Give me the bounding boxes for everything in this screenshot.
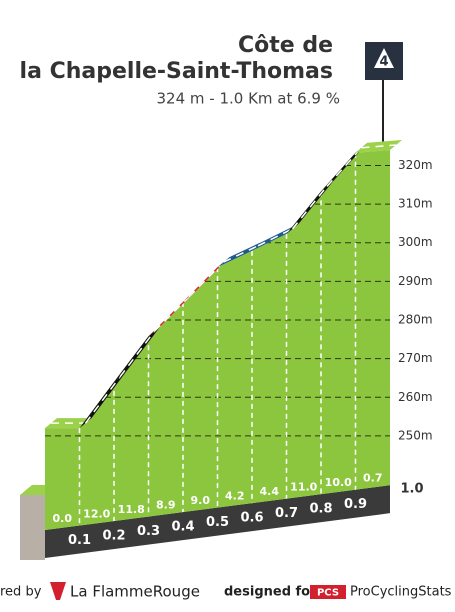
x-tick-label: 0.9 [344, 497, 367, 512]
x-tick-label: 0.7 [275, 506, 298, 521]
title-line: Côte de [238, 33, 333, 58]
x-tick-label: 0.4 [171, 520, 194, 535]
segment [183, 257, 230, 302]
center-dash [361, 144, 397, 149]
gradient-label: 9.0 [191, 494, 211, 507]
x-tick-label: 0.3 [137, 524, 160, 539]
x-tick-label: 0.2 [102, 529, 125, 544]
gradient-label: 11.0 [290, 480, 317, 493]
y-tick-label: 250m [398, 428, 433, 442]
gradient-label: 12.0 [83, 507, 110, 520]
badge-triangle [374, 48, 394, 68]
brand: La FlammeRouge [70, 583, 200, 601]
x-tick-label: 0.5 [206, 515, 229, 530]
gradient-label: 4.2 [225, 489, 245, 502]
center-dash [291, 185, 328, 230]
segment [286, 181, 333, 234]
x-tick-label: 0.6 [240, 511, 263, 526]
y-tick-label: 270m [398, 351, 433, 365]
y-tick-label: 260m [398, 390, 433, 404]
center-dash [223, 245, 259, 263]
x-tick-label: 0.1 [68, 533, 91, 548]
center-dash [257, 228, 293, 247]
center-dash [119, 330, 156, 378]
subtitle: 324 m - 1.0 Km at 6.9 % [156, 90, 340, 108]
x-tick-label: 0.8 [309, 502, 332, 517]
segment [148, 291, 195, 337]
title-line: la Chapelle-Saint-Thomas [20, 59, 333, 84]
gradient-label: 0.0 [53, 512, 73, 525]
gradient-label: 8.9 [156, 498, 176, 511]
x-tick-label: 1.0 [400, 482, 423, 497]
pcs-text: PCS [317, 588, 339, 599]
flamme-logo [50, 582, 66, 600]
gradient-label: 10.0 [325, 476, 352, 489]
gradient-label: 0.7 [363, 471, 383, 484]
site: ProCyclingStats [350, 585, 452, 600]
y-tick-label: 280m [398, 313, 433, 327]
center-dash [326, 147, 363, 187]
footer-text: red by [0, 585, 42, 600]
gradient-label: 11.8 [118, 503, 145, 516]
y-tick-label: 320m [398, 158, 433, 172]
y-tick-label: 310m [398, 197, 433, 211]
footer-text: designed for [224, 585, 317, 600]
center-dash [84, 376, 121, 424]
y-tick-label: 290m [398, 274, 433, 288]
plot: 250m 260m 270m 280m 290m 300m 310m 320m 0.1 0.2 0.… [20, 140, 433, 560]
y-tick-label: 300m [398, 235, 433, 249]
pcs-logo [310, 585, 346, 599]
base-band [45, 485, 390, 558]
category: 4 [379, 55, 388, 70]
gradient-label: 4.4 [260, 485, 280, 498]
base-left [20, 495, 45, 560]
